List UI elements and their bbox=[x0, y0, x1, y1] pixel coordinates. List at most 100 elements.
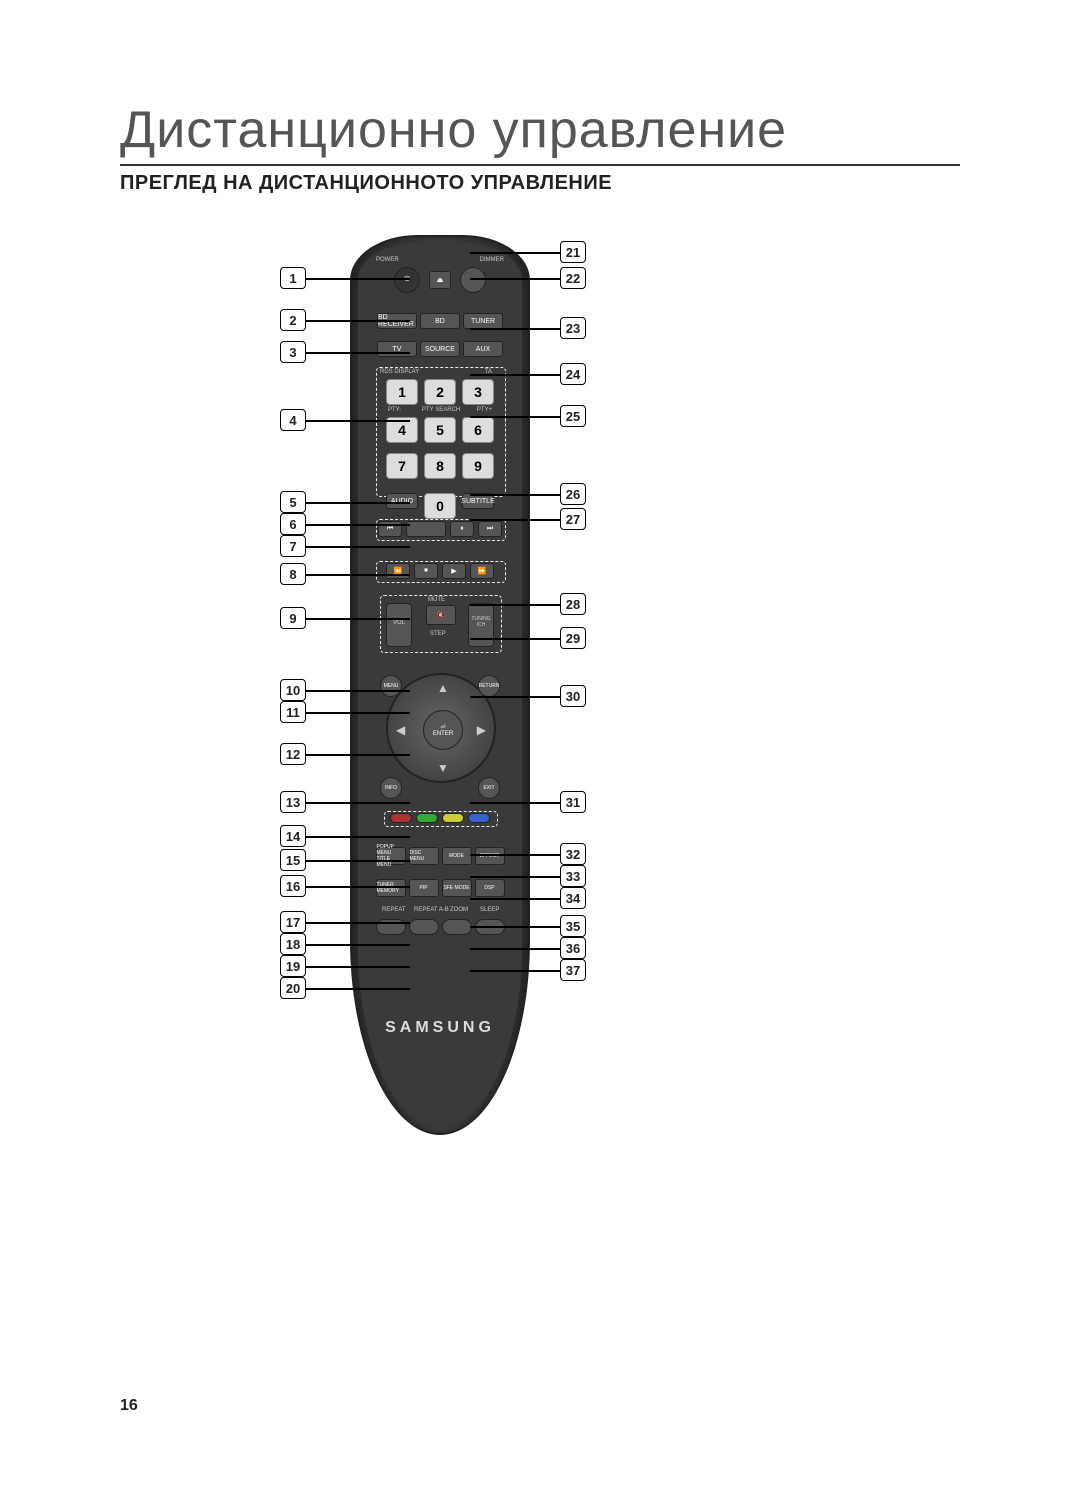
pty-plus-label: PTY+ bbox=[477, 407, 492, 413]
eject-button[interactable]: ⏏ bbox=[429, 271, 451, 289]
callout-33: 33 bbox=[560, 865, 586, 887]
leader-4 bbox=[306, 420, 410, 422]
pip-button[interactable]: PIP bbox=[409, 879, 439, 897]
power-button[interactable]: ⏻ bbox=[394, 267, 420, 293]
popup-menu-button[interactable]: POPUP MENU TITLE MENU bbox=[376, 847, 406, 865]
leader-5 bbox=[306, 502, 410, 504]
pty-search-label: PTY SEARCH bbox=[422, 407, 460, 413]
bd-button[interactable]: BD bbox=[420, 313, 460, 329]
leader-1 bbox=[306, 278, 410, 280]
rewind-button[interactable]: ⏪ bbox=[386, 563, 410, 579]
callout-15: 15 bbox=[280, 849, 306, 871]
leader-21 bbox=[470, 252, 560, 254]
sfe-button[interactable]: SFE MODE bbox=[442, 879, 472, 897]
callout-14: 14 bbox=[280, 825, 306, 847]
callout-25: 25 bbox=[560, 405, 586, 427]
leader-25 bbox=[470, 416, 560, 418]
remote-diagram: POWER DIMMER ⏻ ⏏ BD RECEIVER BD TUNER TV… bbox=[120, 235, 960, 1235]
blue-button[interactable] bbox=[468, 813, 490, 823]
dimmer-button[interactable] bbox=[460, 267, 486, 293]
num-9[interactable]: 9 bbox=[462, 453, 494, 479]
exit-button[interactable]: EXIT bbox=[478, 777, 500, 799]
zoom-button[interactable] bbox=[442, 919, 472, 935]
callout-18: 18 bbox=[280, 933, 306, 955]
vol-rocker[interactable]: VOL bbox=[386, 603, 412, 647]
dsp-button[interactable]: DSP bbox=[475, 879, 505, 897]
callout-26: 26 bbox=[560, 483, 586, 505]
callout-5: 5 bbox=[280, 491, 306, 513]
pty-minus-label: PTY- bbox=[388, 407, 401, 413]
num-8[interactable]: 8 bbox=[424, 453, 456, 479]
menu-button[interactable]: MENU bbox=[380, 675, 402, 697]
callout-7: 7 bbox=[280, 535, 306, 557]
callout-37: 37 bbox=[560, 959, 586, 981]
repeat-ab-button[interactable] bbox=[409, 919, 439, 935]
num-1[interactable]: 1 bbox=[386, 379, 418, 405]
leader-37 bbox=[470, 970, 560, 972]
tv-button[interactable]: TV bbox=[377, 341, 417, 357]
play-button[interactable]: ▶ bbox=[442, 563, 466, 579]
aux-button[interactable]: AUX bbox=[463, 341, 503, 357]
audio-button[interactable]: AUDIO bbox=[386, 493, 418, 509]
callout-19: 19 bbox=[280, 955, 306, 977]
sleep-label: SLEEP bbox=[480, 907, 499, 913]
mode-button[interactable]: MODE bbox=[442, 847, 472, 865]
leader-30 bbox=[470, 696, 560, 698]
mute-button[interactable]: 🔇 bbox=[426, 605, 456, 625]
pause-button[interactable]: ⏸ bbox=[450, 521, 474, 537]
power-label: POWER bbox=[376, 257, 399, 263]
green-button[interactable] bbox=[416, 813, 438, 823]
num-0[interactable]: 0 bbox=[424, 493, 456, 519]
callout-3: 3 bbox=[280, 341, 306, 363]
page-subtitle: ПРЕГЛЕД НА ДИСТАНЦИОННОТО УПРАВЛЕНИЕ bbox=[120, 172, 960, 195]
slow-button[interactable] bbox=[406, 521, 446, 537]
leader-28 bbox=[470, 604, 560, 606]
leader-11 bbox=[306, 712, 410, 714]
num-5[interactable]: 5 bbox=[424, 417, 456, 443]
stop-button[interactable]: ⏹ bbox=[414, 563, 438, 579]
mute-label: MUTE bbox=[428, 597, 445, 603]
brand-logo: SAMSUNG bbox=[358, 1019, 522, 1037]
effect-button[interactable]: EFFECT bbox=[475, 847, 505, 865]
num-7[interactable]: 7 bbox=[386, 453, 418, 479]
red-button[interactable] bbox=[390, 813, 412, 823]
num-6[interactable]: 6 bbox=[462, 417, 494, 443]
callout-9: 9 bbox=[280, 607, 306, 629]
callout-13: 13 bbox=[280, 791, 306, 813]
leader-7 bbox=[306, 546, 410, 548]
leader-27 bbox=[470, 519, 560, 521]
ff-button[interactable]: ⏩ bbox=[470, 563, 494, 579]
callout-24: 24 bbox=[560, 363, 586, 385]
leader-34 bbox=[470, 898, 560, 900]
leader-14 bbox=[306, 836, 410, 838]
tuner-memory-button[interactable]: TUNER MEMORY bbox=[376, 879, 406, 897]
yellow-button[interactable] bbox=[442, 813, 464, 823]
callout-4: 4 bbox=[280, 409, 306, 431]
disc-menu-button[interactable]: DISC MENU bbox=[409, 847, 439, 865]
return-button[interactable]: RETURN bbox=[478, 675, 500, 697]
callout-21: 21 bbox=[560, 241, 586, 263]
tuner-button[interactable]: TUNER bbox=[463, 313, 503, 329]
leader-36 bbox=[470, 948, 560, 950]
page-number: 16 bbox=[120, 1397, 138, 1415]
callout-22: 22 bbox=[560, 267, 586, 289]
leader-13 bbox=[306, 802, 410, 804]
leader-17 bbox=[306, 922, 410, 924]
callout-28: 28 bbox=[560, 593, 586, 615]
callout-17: 17 bbox=[280, 911, 306, 933]
tuning-rocker[interactable]: TUNING /CH bbox=[468, 603, 494, 647]
leader-24 bbox=[470, 374, 560, 376]
callout-29: 29 bbox=[560, 627, 586, 649]
callout-12: 12 bbox=[280, 743, 306, 765]
callout-20: 20 bbox=[280, 977, 306, 999]
info-button[interactable]: INFO bbox=[380, 777, 402, 799]
step-label: STEP bbox=[430, 631, 446, 637]
leader-32 bbox=[470, 854, 560, 856]
skip-next-button[interactable]: ⏭ bbox=[478, 521, 502, 537]
num-3[interactable]: 3 bbox=[462, 379, 494, 405]
source-button[interactable]: SOURCE bbox=[420, 341, 460, 357]
leader-19 bbox=[306, 966, 410, 968]
enter-button[interactable]: ⏎ ENTER bbox=[423, 710, 463, 750]
callout-23: 23 bbox=[560, 317, 586, 339]
num-2[interactable]: 2 bbox=[424, 379, 456, 405]
